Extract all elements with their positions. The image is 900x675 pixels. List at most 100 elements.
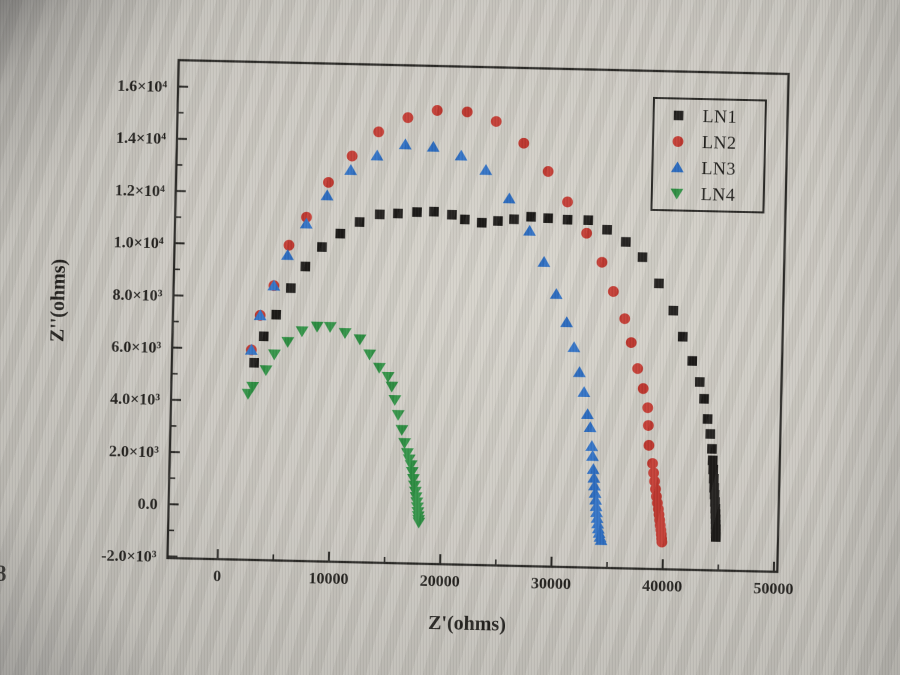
legend-label-ln1: LN1 [702, 105, 738, 127]
ln-square-marker [620, 237, 631, 247]
x-tick-label: 0 [213, 568, 221, 585]
ln-circle-marker [402, 112, 414, 124]
y-tick-label: 8.0×10³ [112, 286, 162, 304]
ln-circle-marker [323, 177, 334, 188]
ln-square-marker [429, 206, 439, 217]
ln-circle-marker [647, 458, 658, 469]
ln-triangle-down-marker [323, 321, 337, 333]
y-tick-label: 6.0×10³ [111, 339, 161, 357]
legend-item-ln4: LN4 [667, 183, 763, 206]
ln-triangle-up-marker [244, 343, 258, 355]
ln-triangle-down-marker [395, 424, 409, 436]
ln-circle-marker [301, 211, 312, 223]
ln-triangle-up-marker [537, 256, 551, 267]
impedance-chart-svg: 0 10000 20000 30000 40000 50000 -2.0×10³ 0.0 2.0… [46, 58, 794, 636]
ln-triangle-down-marker [259, 365, 273, 377]
ln-triangle-down-marker [407, 473, 420, 485]
y-tick-label: 4.0×10³ [110, 391, 160, 409]
LN3-legend-glyph [670, 161, 684, 173]
ln-square-marker [412, 207, 422, 218]
ln-square-marker [707, 443, 717, 454]
ln-square-marker [249, 357, 260, 368]
ln-triangle-up-marker [267, 279, 281, 291]
ln-triangle-up-marker [577, 386, 591, 398]
y-tick-label: 0.0 [137, 496, 157, 513]
x-tick-label: 40000 [642, 578, 682, 596]
ln-square-marker [493, 216, 503, 226]
ln-square-marker [509, 214, 519, 225]
ln-circle-marker [431, 105, 443, 116]
ln-triangle-down-marker [246, 381, 260, 393]
legend-label-ln2: LN2 [701, 131, 737, 153]
ln-square-marker [374, 209, 385, 220]
plot-frame [166, 58, 790, 574]
y-tick-label: 1.4×10⁴ [116, 130, 166, 148]
ln-square-marker [459, 214, 470, 225]
ln-square-marker [710, 532, 721, 542]
ln-square-marker [526, 211, 537, 222]
ln-square-marker [300, 261, 311, 272]
ln-triangle-up-marker [585, 440, 599, 452]
ln-triangle-down-marker [268, 349, 281, 361]
ln-square-marker [543, 213, 554, 224]
ln-triangle-up-marker [560, 316, 573, 328]
ln-circle-marker [648, 467, 660, 479]
nyquist-chart: 0 10000 20000 30000 40000 50000 -2.0×10³ 0.0 2.0… [46, 58, 794, 636]
ln-triangle-up-marker [567, 341, 581, 353]
ln-triangle-down-marker [353, 334, 367, 346]
ln-triangle-down-marker [281, 336, 295, 348]
ln-triangle-up-marker [594, 534, 608, 546]
ln-triangle-up-marker [591, 517, 605, 529]
ln-triangle-down-marker [408, 486, 422, 498]
ln-triangle-up-marker [586, 450, 599, 462]
ln-circle-marker [562, 196, 573, 208]
ln-triangle-up-marker [370, 149, 384, 161]
ln-triangle-up-marker [398, 138, 412, 150]
ln-circle-marker [490, 116, 502, 127]
ln-square-marker [707, 455, 718, 466]
LN4-legend-glyph [670, 188, 684, 200]
ln-triangle-down-marker [408, 480, 421, 492]
ln-circle-marker [373, 126, 385, 138]
ln-triangle-up-marker [549, 288, 563, 300]
ln-square-marker [354, 217, 365, 227]
ln-triangle-up-marker [502, 192, 516, 204]
ln-triangle-up-marker [591, 522, 605, 534]
ln-square-marker [637, 252, 648, 263]
ln1-square-icon [673, 110, 684, 121]
ln-triangle-down-marker [310, 321, 324, 333]
ln-square-marker [668, 305, 679, 316]
ln4-triangle-down-icon [670, 188, 684, 200]
legend-item-ln3: LN3 [667, 157, 763, 180]
ln-circle-marker [642, 402, 654, 414]
y-tick-label: 1.2×10⁴ [115, 182, 165, 200]
series-LN3 [244, 138, 608, 546]
ln-triangle-up-marker [588, 479, 601, 491]
y-tick-label: 1.0×10⁴ [113, 234, 163, 252]
ln-triangle-up-marker [344, 164, 358, 176]
ln-circle-marker [607, 286, 619, 297]
ln-square-marker [705, 429, 716, 439]
y-axis-title: Z''(ohms) [46, 259, 70, 343]
ln-triangle-up-marker [586, 463, 600, 475]
legend: LN1 LN2 LN3 LN4 [650, 96, 767, 214]
x-tick-label: 20000 [420, 573, 460, 591]
ln-square-marker [708, 464, 719, 475]
stray-partial-character: 8 [0, 561, 7, 586]
ln-circle-marker [542, 166, 554, 177]
ln-triangle-down-marker [241, 388, 255, 400]
ln-triangle-up-marker [589, 500, 603, 512]
y-tick-label: 1.6×10⁴ [117, 78, 167, 96]
series-LN2 [246, 105, 668, 548]
ln-triangle-up-marker [299, 217, 313, 229]
ln-triangle-up-marker [587, 471, 601, 483]
ln-triangle-up-marker [588, 486, 602, 498]
ln-square-marker [583, 215, 594, 226]
ln-triangle-down-marker [398, 438, 412, 449]
ln-square-marker [702, 414, 713, 424]
x-tick-label: 30000 [531, 575, 571, 593]
LN1-legend-glyph [673, 110, 684, 121]
ln-square-marker [258, 331, 269, 342]
ln-triangle-down-marker [405, 466, 419, 478]
